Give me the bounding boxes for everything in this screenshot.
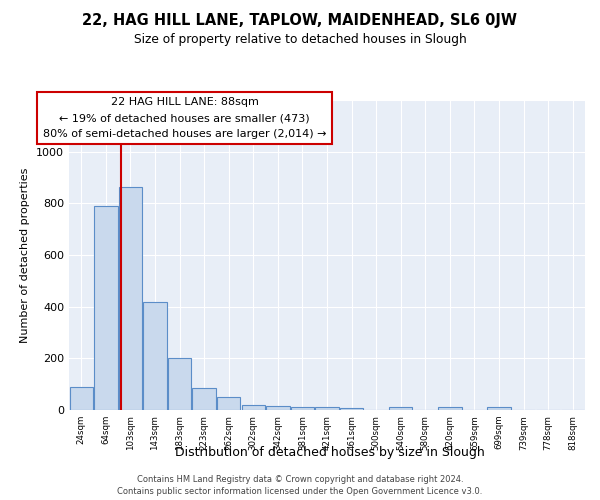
Y-axis label: Number of detached properties: Number of detached properties — [20, 168, 31, 342]
Bar — [143, 302, 167, 410]
Bar — [217, 397, 241, 410]
Bar — [340, 408, 363, 410]
Bar — [119, 186, 142, 410]
Text: 22 HAG HILL LANE: 88sqm
← 19% of detached houses are smaller (473)
80% of semi-d: 22 HAG HILL LANE: 88sqm ← 19% of detache… — [43, 98, 326, 138]
Bar — [316, 408, 338, 410]
Bar — [389, 408, 412, 410]
Bar — [487, 408, 511, 410]
Text: Contains HM Land Registry data © Crown copyright and database right 2024.: Contains HM Land Registry data © Crown c… — [137, 474, 463, 484]
Bar — [291, 408, 314, 410]
Bar — [266, 406, 290, 410]
Bar — [438, 408, 461, 410]
Bar — [94, 206, 118, 410]
Bar — [70, 387, 93, 410]
Bar — [168, 358, 191, 410]
Bar — [193, 388, 216, 410]
Text: Contains public sector information licensed under the Open Government Licence v3: Contains public sector information licen… — [118, 486, 482, 496]
Text: Size of property relative to detached houses in Slough: Size of property relative to detached ho… — [134, 32, 466, 46]
Text: 22, HAG HILL LANE, TAPLOW, MAIDENHEAD, SL6 0JW: 22, HAG HILL LANE, TAPLOW, MAIDENHEAD, S… — [83, 12, 517, 28]
Bar — [242, 405, 265, 410]
Text: Distribution of detached houses by size in Slough: Distribution of detached houses by size … — [175, 446, 485, 459]
